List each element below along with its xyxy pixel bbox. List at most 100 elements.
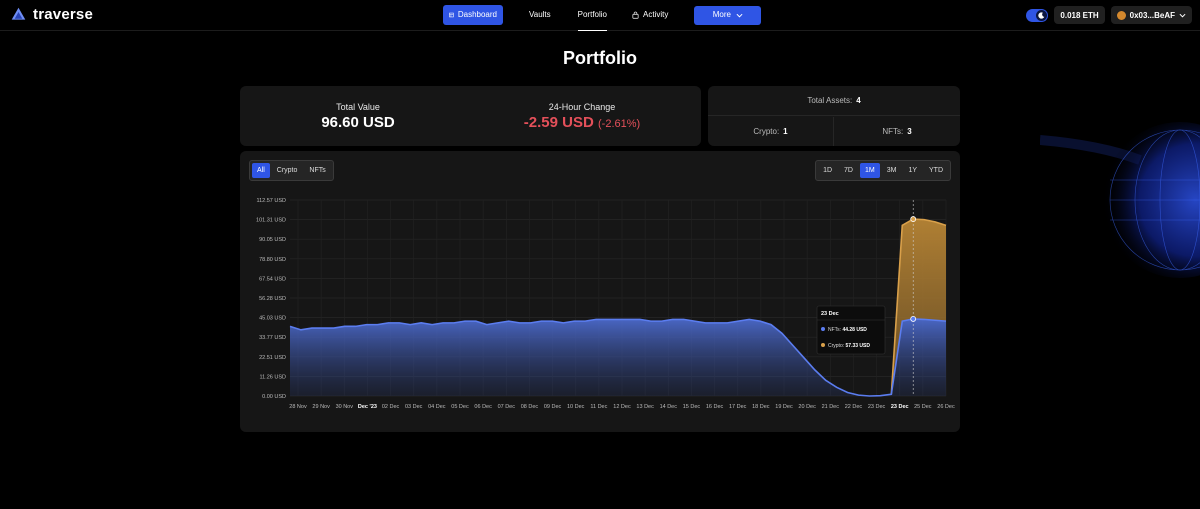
- total-value-stat: Total Value 96.60 USD: [258, 102, 458, 131]
- x-tick-label: 23 Dec: [868, 404, 886, 410]
- nft-assets-label: NFTs:: [882, 127, 904, 136]
- y-tick-label: 67.54 USD: [259, 276, 286, 282]
- x-tick-label: 09 Dec: [544, 404, 562, 410]
- brand-name: traverse: [33, 6, 93, 23]
- nav-activity-link[interactable]: Activity: [632, 5, 668, 25]
- x-tick-label: 17 Dec: [729, 404, 747, 410]
- crypto-area: [891, 219, 946, 395]
- x-tick-label: 29 Nov: [312, 404, 330, 410]
- total-value: 96.60 USD: [321, 114, 395, 131]
- filter-nfts-button[interactable]: NFTs: [309, 167, 326, 174]
- y-tick-label: 78.80 USD: [259, 257, 286, 263]
- nfts-point: [910, 316, 917, 322]
- x-tick-label: 03 Dec: [405, 404, 423, 410]
- nfts-line: [289, 318, 947, 397]
- crypto-legend-dot: [821, 343, 825, 347]
- wallet-account-button[interactable]: 0x03...BeAF: [1110, 6, 1192, 24]
- nav-portfolio-link[interactable]: Portfolio: [577, 5, 608, 31]
- more-label: More: [712, 10, 731, 19]
- wallet-tools: 0.018 ETH 0x03...BeAF: [1026, 6, 1192, 24]
- range-1y-button[interactable]: 1Y: [908, 167, 917, 174]
- daily-change-label: 24-Hour Change: [548, 102, 616, 112]
- time-range-group: 1D 7D 1M 3M 1Y YTD: [815, 160, 951, 181]
- portfolio-chart-card: All Crypto NFTs 1D 7D 1M 3M 1Y YTD 0.00 …: [240, 151, 960, 432]
- x-tick-label: 15 Dec: [683, 404, 701, 410]
- range-3m-button[interactable]: 3M: [886, 167, 897, 174]
- filter-all-button[interactable]: All: [252, 163, 270, 178]
- x-tick-label: 25 Dec: [914, 404, 932, 410]
- x-tick-label: 28 Nov: [289, 404, 307, 410]
- y-tick-label: 56.28 USD: [259, 296, 286, 302]
- y-tick-label: 22.51 USD: [259, 355, 286, 361]
- daily-change-value: -2.59 USD: [523, 114, 594, 131]
- x-tick-label: 11 Dec: [590, 404, 607, 410]
- total-assets-card: Total Assets: 4 Crypto: 1 NFTs: 3: [708, 86, 960, 146]
- asset-filter-group: All Crypto NFTs: [249, 160, 334, 181]
- x-tick-label: 05 Dec: [451, 404, 469, 410]
- y-tick-label: 0.00 USD: [262, 394, 286, 400]
- y-tick-label: 45.03 USD: [259, 316, 286, 322]
- lock-icon: [632, 11, 639, 19]
- range-7d-button[interactable]: 7D: [844, 167, 853, 174]
- x-tick-label: 30 Nov: [336, 404, 354, 410]
- daily-change-stat: 24-Hour Change -2.59 USD (-2.61%): [482, 102, 682, 131]
- crypto-assets: Crypto: 1: [708, 117, 834, 146]
- x-tick-label: 18 Dec: [752, 404, 770, 410]
- nft-assets-count: 3: [907, 127, 912, 136]
- x-tick-label: 08 Dec: [521, 404, 539, 410]
- total-assets: Total Assets: 4: [708, 86, 960, 116]
- x-tick-label: 19 Dec: [775, 404, 793, 410]
- tooltip-nfts-value: 44.28 USD: [842, 327, 867, 333]
- x-tick-label: 02 Dec: [382, 404, 400, 410]
- moon-icon: [1036, 9, 1048, 21]
- top-bar: traverse Dashboard Vaults Portfolio Acti…: [0, 0, 1200, 31]
- x-tick-label: Dec '23: [358, 404, 377, 410]
- tooltip-crypto: Crypto: 57.33 USD: [828, 343, 870, 349]
- x-tick-label: 10 Dec: [567, 404, 585, 410]
- x-tick-label: 04 Dec: [428, 404, 446, 410]
- chevron-down-icon: [736, 13, 743, 18]
- x-tick-label: 07 Dec: [498, 404, 516, 410]
- nav-dashboard-label: Dashboard: [457, 10, 497, 19]
- nav-dashboard-button[interactable]: Dashboard: [443, 5, 503, 25]
- crypto-assets-count: 1: [783, 127, 788, 136]
- nav-activity-label: Activity: [643, 10, 669, 19]
- more-dropdown-button[interactable]: More: [694, 5, 762, 25]
- x-tick-label: 22 Dec: [845, 404, 863, 410]
- y-tick-label: 101.31 USD: [256, 218, 286, 224]
- crypto-point: [910, 216, 917, 222]
- portfolio-value-chart[interactable]: 0.00 USD 11.26 USD 22.51 USD 33.77 USD 45.03…: [240, 191, 960, 416]
- theme-toggle[interactable]: [1026, 8, 1049, 22]
- y-tick-label: 33.77 USD: [259, 335, 286, 341]
- y-tick-label: 112.57 USD: [256, 198, 286, 204]
- range-1m-button[interactable]: 1M: [859, 163, 880, 178]
- nfts-legend-dot: [821, 327, 825, 331]
- tooltip-nfts: NFTs: 44.28 USD: [828, 327, 867, 333]
- x-tick-label: 23 Dec: [891, 404, 909, 410]
- y-tick-label: 11.26 USD: [260, 374, 287, 380]
- brand-logo[interactable]: traverse: [10, 6, 93, 23]
- x-tick-label: 26 Dec: [937, 404, 955, 410]
- traverse-logo-icon: [11, 7, 26, 20]
- x-tick-label: 06 Dec: [474, 404, 492, 410]
- total-assets-label: Total Assets:: [807, 96, 853, 105]
- total-value-label: Total Value: [336, 102, 380, 112]
- portfolio-summary-card: Total Value 96.60 USD 24-Hour Change -2.…: [240, 86, 701, 146]
- range-1d-button[interactable]: 1D: [823, 167, 833, 174]
- y-tick-label: 90.05 USD: [259, 237, 286, 243]
- crypto-assets-label: Crypto:: [753, 127, 780, 136]
- nav-vaults-link[interactable]: Vaults: [529, 10, 551, 19]
- tooltip-date: 23 Dec: [821, 311, 839, 317]
- filter-crypto-button[interactable]: Crypto: [276, 167, 298, 174]
- page-title: Portfolio: [563, 48, 637, 68]
- total-assets-count: 4: [856, 96, 861, 105]
- avatar: [1116, 10, 1126, 20]
- x-tick-label: 12 Dec: [613, 404, 631, 410]
- tooltip-crypto-value: 57.33 USD: [846, 343, 871, 349]
- nft-assets: NFTs: 3: [834, 117, 960, 146]
- dashboard-icon: [449, 12, 454, 18]
- eth-balance[interactable]: 0.018 ETH: [1054, 6, 1105, 24]
- range-ytd-button[interactable]: YTD: [929, 167, 943, 174]
- main-nav: Dashboard Vaults Portfolio Activity More: [443, 5, 762, 31]
- x-tick-label: 16 Dec: [706, 404, 724, 410]
